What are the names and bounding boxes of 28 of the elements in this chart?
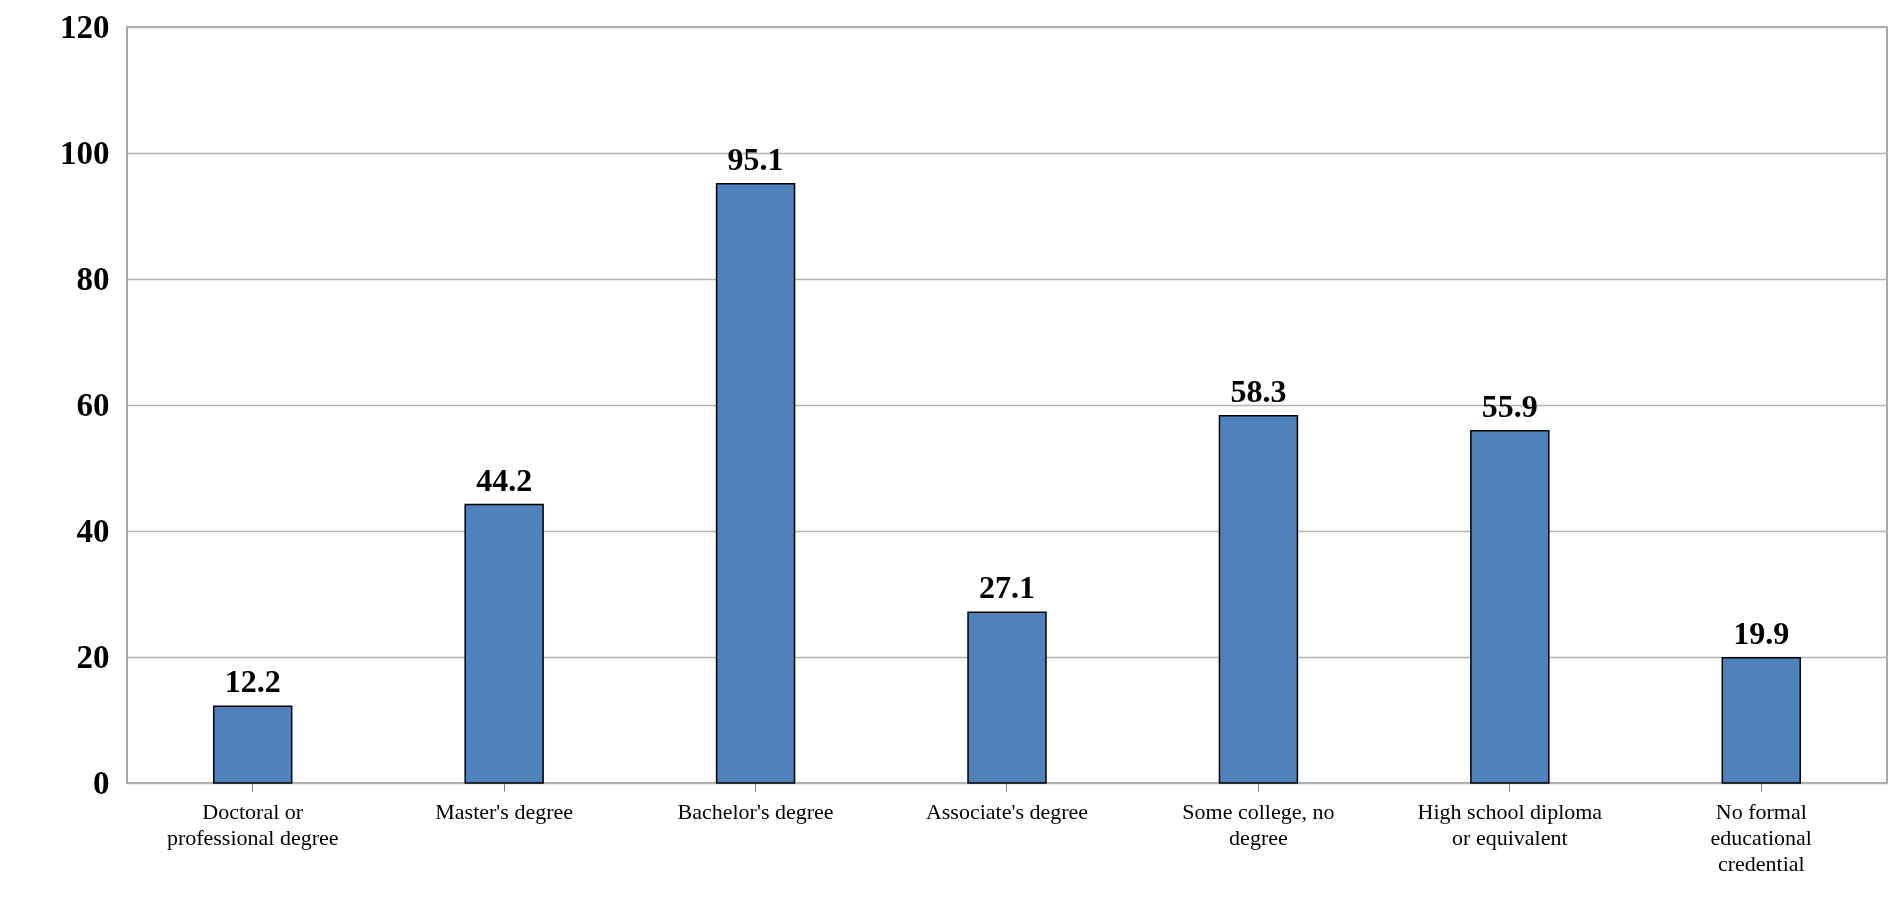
x-tick-label: Doctoral or professional degree bbox=[166, 798, 339, 850]
data-label: 58.3 bbox=[1230, 372, 1287, 409]
bar bbox=[1470, 430, 1550, 784]
y-tick-label: 0 bbox=[93, 764, 110, 801]
y-tick-label: 120 bbox=[60, 8, 110, 45]
bar bbox=[1218, 414, 1299, 784]
bar bbox=[212, 705, 293, 784]
data-label: 44.2 bbox=[476, 461, 533, 498]
y-tick-label: 40 bbox=[76, 512, 110, 549]
y-tick-label: 20 bbox=[76, 638, 110, 675]
bar bbox=[715, 183, 796, 784]
data-label: 27.1 bbox=[979, 569, 1035, 606]
x-tick-label: No formal educational credential bbox=[1710, 798, 1812, 876]
bar bbox=[967, 611, 1047, 784]
data-label: 12.2 bbox=[224, 663, 281, 700]
y-tick-label: 100 bbox=[60, 134, 110, 171]
data-label: 55.9 bbox=[1481, 387, 1538, 424]
x-tick-label: Some college, no degree bbox=[1182, 798, 1335, 850]
x-tick-label: Master's degree bbox=[435, 798, 574, 824]
y-tick-label: 80 bbox=[76, 260, 110, 297]
bar bbox=[1721, 656, 1802, 784]
data-label: 19.9 bbox=[1733, 614, 1790, 651]
bar bbox=[464, 503, 544, 784]
x-tick-label: Bachelor's degree bbox=[677, 798, 834, 824]
x-tick-label: High school diploma or equivalent bbox=[1417, 798, 1603, 850]
data-label: 95.1 bbox=[727, 140, 784, 177]
x-tick-label: Associate's degree bbox=[925, 798, 1089, 824]
y-tick-label: 60 bbox=[76, 386, 110, 423]
